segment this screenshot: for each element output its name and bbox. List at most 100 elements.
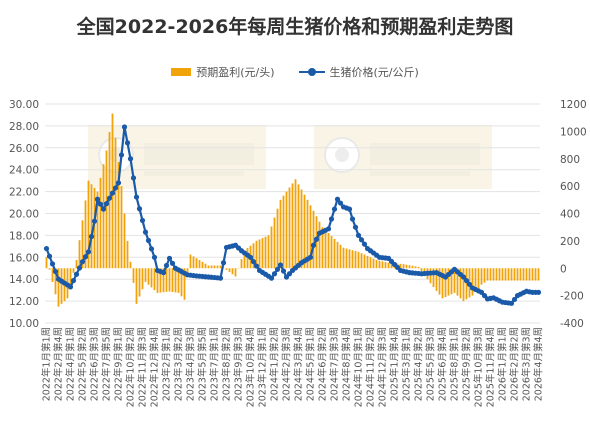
- profit-bar: [327, 233, 330, 269]
- profit-bar: [534, 268, 537, 281]
- profit-bar: [159, 268, 162, 293]
- profit-bar: [210, 265, 213, 269]
- profit-bar: [489, 268, 492, 281]
- x-tick-label: 2025年11月第4周: [485, 327, 497, 407]
- x-tick-label: 2023年5月第5周: [197, 327, 209, 401]
- profit-bar: [273, 217, 276, 269]
- x-tick-label: 2025年4月第2周: [413, 327, 425, 401]
- price-point: [286, 271, 293, 277]
- price-point: [271, 271, 278, 277]
- profit-bar: [306, 199, 309, 269]
- profit-bar: [84, 200, 87, 269]
- y-right-tick-label: 0: [560, 263, 567, 275]
- price-point: [337, 200, 344, 206]
- profit-bar: [153, 268, 156, 291]
- price-point: [106, 195, 113, 201]
- profit-bar: [288, 187, 291, 269]
- y-right-tick-label: 600: [560, 181, 580, 193]
- profit-bar: [477, 268, 480, 289]
- profit-bar: [264, 236, 267, 269]
- profit-bar: [372, 258, 375, 269]
- profit-bar: [252, 243, 255, 269]
- price-point: [52, 268, 59, 275]
- profit-bar: [453, 268, 456, 293]
- profit-bar: [345, 248, 348, 269]
- profit-bar: [510, 268, 513, 281]
- profit-bar: [414, 266, 417, 269]
- price-point: [163, 262, 170, 269]
- x-tick-label: 2024年7月第3周: [329, 327, 341, 401]
- price-point: [103, 201, 110, 207]
- x-tick-label: 2024年10月第1周: [353, 327, 365, 407]
- profit-bar: [513, 268, 516, 281]
- profit-bar: [495, 268, 498, 281]
- y-right-tick-label: 1000: [560, 126, 587, 138]
- profit-bar: [450, 268, 453, 295]
- price-point: [331, 206, 338, 212]
- profit-bar: [162, 268, 165, 293]
- profit-bar: [528, 268, 531, 281]
- price-point: [247, 254, 254, 260]
- x-tick-label: 2026年4月第4周: [533, 327, 545, 401]
- x-tick-label: 2024年1月第2周: [269, 327, 281, 401]
- profit-bar: [351, 250, 354, 269]
- profit-bar: [303, 194, 306, 269]
- price-point: [118, 152, 125, 158]
- y-right-tick-label: -400: [560, 318, 584, 330]
- y-right-tick-label: 1200: [560, 99, 587, 111]
- profit-bar: [177, 268, 180, 293]
- y-left-tick-label: 20.00: [9, 209, 39, 221]
- profit-bar: [390, 263, 393, 269]
- profit-bar: [258, 239, 261, 269]
- price-point: [313, 236, 320, 242]
- price-point: [67, 284, 74, 290]
- profit-bar: [324, 230, 327, 269]
- profit-bar: [483, 268, 486, 283]
- x-tick-label: 2023年3月第2周: [173, 327, 185, 401]
- profit-bar: [246, 248, 249, 269]
- y-left-tick-label: 30.00: [9, 99, 39, 111]
- profit-bar: [117, 161, 120, 269]
- profit-bar: [207, 265, 210, 269]
- x-tick-label: 2022年10月第2周: [125, 327, 137, 407]
- legend-label-price: 生猪价格(元/公斤): [329, 66, 419, 79]
- profit-bar: [129, 261, 132, 269]
- price-point: [73, 271, 80, 277]
- profit-bar: [369, 257, 372, 269]
- profit-bar: [126, 240, 129, 269]
- profit-bar: [219, 265, 222, 269]
- profit-bar: [54, 268, 57, 295]
- x-tick-label: 2022年7月第5周: [101, 327, 113, 401]
- profit-bar: [51, 268, 54, 282]
- profit-bars: [45, 113, 540, 307]
- legend-swatch-price: [298, 67, 325, 77]
- profit-bar: [87, 180, 90, 269]
- watermark-wordmark: [144, 143, 254, 165]
- x-tick-label: 2025年9月第2周: [461, 327, 473, 401]
- profit-bar: [267, 235, 270, 269]
- price-point: [310, 242, 317, 248]
- profit-bar: [204, 263, 207, 269]
- watermark-logos: [88, 125, 492, 189]
- x-tick-label: 2022年1月第1周: [41, 327, 53, 401]
- profit-bar: [315, 216, 318, 269]
- profit-bar: [45, 257, 48, 269]
- y-left-tick-label: 22.00: [9, 187, 39, 199]
- price-point: [100, 206, 107, 212]
- x-tick-label: 2023年12月第1周: [257, 327, 269, 407]
- price-point: [166, 255, 173, 261]
- profit-bar: [462, 268, 465, 302]
- x-tick-label: 2024年12月第3周: [377, 327, 389, 407]
- profit-bar: [48, 268, 51, 270]
- price-point: [145, 237, 152, 244]
- profit-bar: [213, 265, 216, 269]
- profit-bar: [168, 268, 171, 292]
- price-point: [151, 254, 158, 260]
- profit-bar: [72, 268, 75, 273]
- price-point: [160, 270, 167, 276]
- price-point: [481, 293, 488, 299]
- profit-bar: [201, 261, 204, 269]
- y-left-tick-label: 16.00: [9, 252, 39, 264]
- y-right-tick-label: 800: [560, 154, 580, 166]
